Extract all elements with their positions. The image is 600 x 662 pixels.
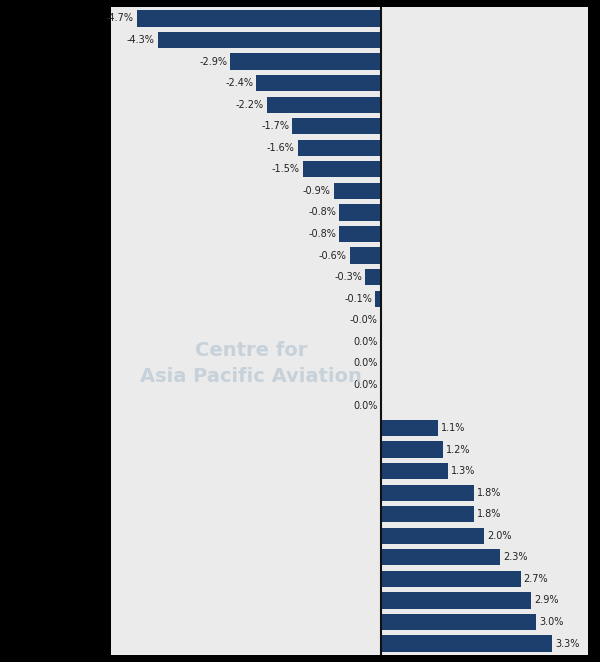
Text: -0.6%: -0.6% [319,250,346,261]
Text: 2.0%: 2.0% [487,531,512,541]
Bar [380,614,536,630]
Bar [230,54,380,70]
Text: 0.0%: 0.0% [353,401,377,412]
Bar [380,506,474,522]
Text: -1.5%: -1.5% [272,164,300,174]
Bar [380,485,474,500]
Text: 2.7%: 2.7% [524,574,548,584]
Bar [339,226,380,242]
Bar [349,248,380,263]
Bar [380,442,443,457]
Text: -0.8%: -0.8% [308,207,336,217]
Text: 1.8%: 1.8% [477,488,502,498]
Text: -0.8%: -0.8% [308,229,336,239]
Bar [376,291,380,307]
Bar [380,528,484,544]
Text: 0.0%: 0.0% [353,380,377,390]
Text: -4.3%: -4.3% [127,35,155,45]
Text: 1.1%: 1.1% [441,423,465,433]
Text: -0.1%: -0.1% [344,294,373,304]
Bar [380,571,521,587]
Text: -0.3%: -0.3% [334,272,362,282]
Text: 2.3%: 2.3% [503,552,527,562]
Text: -2.4%: -2.4% [225,78,253,88]
Bar [380,592,531,608]
Bar [256,75,380,91]
Text: 1.8%: 1.8% [477,509,502,519]
Text: -4.7%: -4.7% [106,13,134,23]
Text: 3.3%: 3.3% [555,639,579,649]
Bar [380,636,552,651]
Text: -2.2%: -2.2% [235,100,263,110]
Bar [365,269,380,285]
Text: 3.0%: 3.0% [539,617,563,627]
Bar [380,463,448,479]
Text: -2.9%: -2.9% [199,56,227,67]
Bar [137,11,380,26]
Bar [298,140,380,156]
Bar [292,118,380,134]
Text: 0.0%: 0.0% [353,337,377,347]
Text: 1.3%: 1.3% [451,466,475,476]
Bar [334,183,380,199]
Bar [380,549,500,565]
Text: -1.7%: -1.7% [262,121,289,131]
Bar [339,205,380,220]
Text: -0.0%: -0.0% [350,315,377,325]
Text: -0.9%: -0.9% [303,186,331,196]
Text: 1.2%: 1.2% [446,445,470,455]
Text: Centre for
Asia Pacific Aviation: Centre for Asia Pacific Aviation [140,340,362,386]
Text: 0.0%: 0.0% [353,358,377,368]
Text: 2.9%: 2.9% [534,595,559,606]
Bar [266,97,380,113]
Text: -1.6%: -1.6% [266,143,295,153]
Bar [380,420,437,436]
Bar [303,162,380,177]
Bar [158,32,380,48]
